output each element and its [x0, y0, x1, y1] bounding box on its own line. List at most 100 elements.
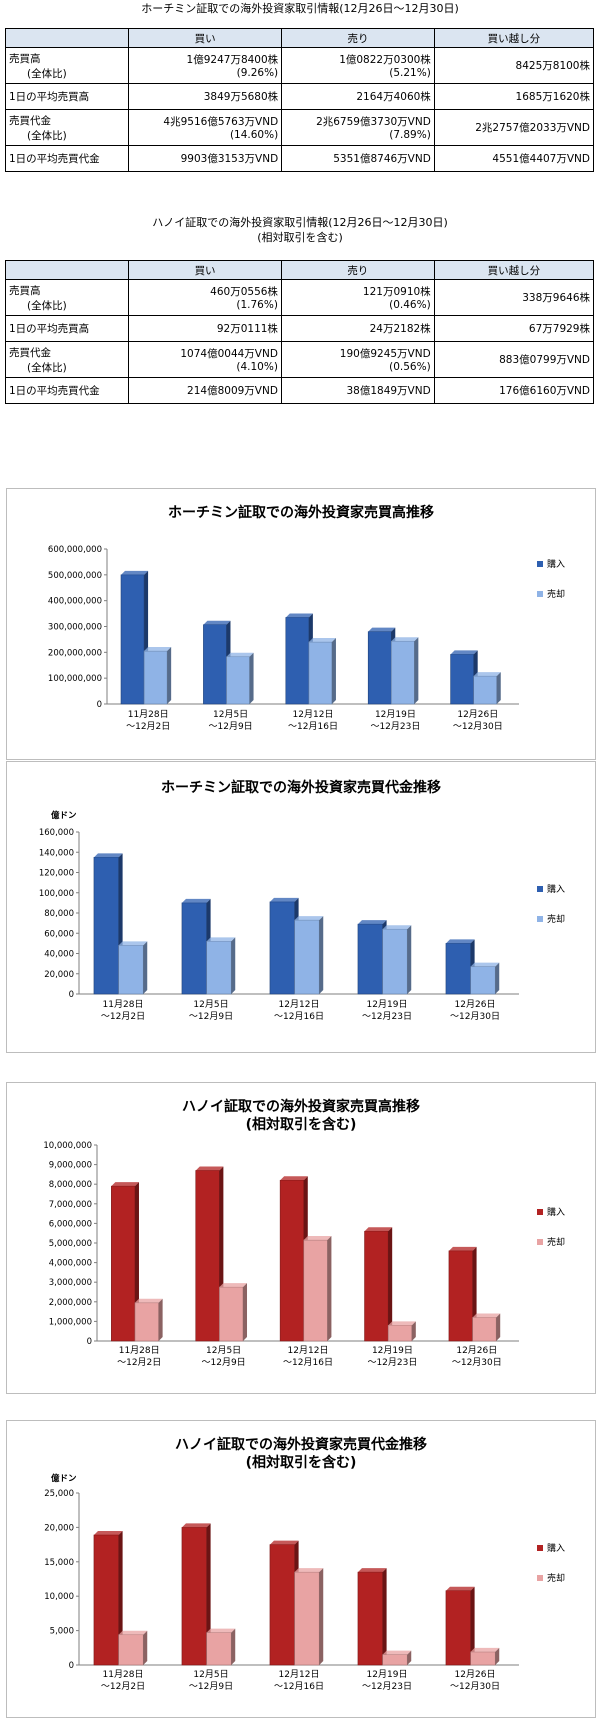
bar-side: [331, 638, 336, 704]
bar-buy: [445, 943, 471, 995]
value-cell-net: 8425万8100株: [433, 47, 595, 84]
bar-buy: [448, 1250, 473, 1342]
x-category-label: ～12月2日: [126, 721, 170, 732]
bar-side: [143, 1630, 148, 1665]
value-cell-net: 338万9646株: [433, 279, 595, 316]
hcm-table-title: ホーチミン証取での海外投資家取引情報(12月26日～12月30日): [141, 2, 459, 15]
bar-buy: [269, 901, 295, 995]
legend-label: 売却: [547, 1236, 565, 1248]
bar-top: [144, 647, 172, 652]
legend-swatch: [537, 591, 543, 597]
row-label: 1日の平均売買代金: [4, 145, 130, 172]
x-category-label: ～12月16日: [288, 721, 338, 732]
x-category-label: ～12月30日: [450, 1681, 500, 1692]
value-cell-net: 4551億4407万VND: [433, 145, 595, 172]
x-category-label: 12月19日: [367, 1669, 408, 1680]
cell-line: 3849万5680株: [203, 91, 279, 103]
y-tick-label: 0: [69, 1661, 74, 1671]
x-category-label: 12月26日: [455, 999, 496, 1010]
y-tick-label: 1,000,000: [49, 1317, 92, 1327]
hanoi-volume-chart-svg: ハノイ証取での海外投資家売買高推移(相対取引を含む) 0 1,000,000 2,00…: [43, 1098, 565, 1368]
cell-line: (0.56%): [389, 361, 431, 373]
y-tick-label: 500,000,000: [48, 571, 102, 581]
bar-top: [93, 1530, 123, 1535]
x-category-label: 12月26日: [455, 1669, 496, 1680]
bar-side: [206, 1523, 211, 1665]
x-category-label: 11月28日: [119, 1345, 160, 1356]
y-tick-label: 160,000: [39, 828, 74, 838]
column-header: 買い: [128, 28, 283, 48]
bar-buy: [357, 1571, 383, 1666]
row-label: 売買代金 (全体比): [4, 109, 130, 146]
bar-top: [357, 1568, 387, 1573]
bar-side: [495, 962, 500, 994]
bar-top: [448, 1246, 477, 1251]
bar-top: [134, 1298, 163, 1303]
bar-sell: [308, 641, 333, 705]
x-category-label: 11月28日: [103, 1669, 144, 1680]
x-category-label: ～12月23日: [367, 1357, 417, 1368]
bar-top: [206, 937, 236, 942]
bar-sell: [206, 1632, 232, 1666]
x-category-label: 12月26日: [456, 1345, 497, 1356]
bar-side: [319, 916, 324, 994]
y-tick-label: 25,000: [44, 1489, 74, 1499]
bar-buy: [181, 902, 207, 995]
y-tick-label: 80,000: [44, 909, 74, 919]
column-header: 買い: [128, 260, 282, 280]
x-category-label: ～12月30日: [453, 721, 503, 732]
row-label: 1日の平均売買高: [4, 83, 130, 110]
y-tick-label: 140,000: [39, 848, 74, 858]
cell-line: (7.89%): [389, 129, 431, 141]
bar-side: [407, 925, 412, 994]
y-tick-label: 400,000,000: [48, 597, 102, 607]
bar-top: [382, 1650, 412, 1655]
value-cell-buy: 1億9247万8400株 (9.26%): [128, 47, 283, 84]
cell-line: (5.21%): [389, 67, 431, 79]
x-category-label: ～12月16日: [274, 1011, 324, 1022]
cell-line: 2兆2757億2033万VND: [475, 122, 590, 134]
row-label: 売買高 (全体比): [4, 279, 130, 316]
cell-line: (0.46%): [389, 299, 431, 311]
value-cell-sell: 1億0822万0300株 (5.21%): [281, 47, 435, 84]
cell-line: 92万0111株: [216, 323, 278, 335]
x-category-label: 12月5日: [206, 1345, 241, 1356]
cell-line: (全体比): [27, 299, 67, 312]
bar-buy: [285, 617, 310, 705]
bar-side: [495, 1647, 500, 1665]
bar-side: [231, 937, 236, 994]
column-header: [4, 28, 130, 48]
hanoi-volume-chart: ハノイ証取での海外投資家売買高推移 (相対取引を含む) 0 1,000,000 2,00…: [6, 1082, 596, 1394]
x-category-label: ～12月9日: [202, 1357, 246, 1368]
cell-line: 売買代金: [9, 346, 51, 359]
bar-top: [111, 1182, 139, 1187]
y-tick-label: 0: [87, 1337, 92, 1347]
cell-line: 1日の平均売買高: [9, 91, 90, 103]
cell-line: 9903億3153万VND: [180, 153, 279, 165]
bar-top: [382, 925, 412, 930]
legend-label: 売却: [547, 1572, 565, 1584]
legend-label: 購入: [547, 1206, 565, 1218]
bar-buy: [93, 1534, 119, 1666]
legend-label: 売却: [547, 588, 565, 600]
bar-top: [280, 1176, 308, 1181]
cell-line: 1億9247万8400株: [186, 54, 279, 66]
column-header: 買い越し分: [433, 28, 595, 48]
bar-top: [294, 916, 324, 921]
cell-line: 24万2182株: [369, 323, 431, 335]
chart-title: ホーチミン証取での海外投資家売買高推移: [168, 504, 434, 521]
y-tick-label: 10,000: [44, 1592, 74, 1602]
y-axis-label: 億ドン: [51, 1473, 77, 1484]
cell-line: 1億0822万0300株: [339, 54, 431, 66]
cell-line: 1日の平均売買高: [9, 323, 90, 335]
bar-top: [121, 570, 149, 575]
x-category-label: 12月12日: [293, 709, 334, 720]
bar-top: [206, 1628, 236, 1633]
cell-line: 1074億0044万VND: [180, 348, 278, 360]
legend-label: 売却: [547, 913, 565, 925]
cell-line: (1.76%): [236, 299, 278, 311]
legend-swatch: [537, 916, 543, 922]
bar-side: [231, 1628, 236, 1665]
cell-line: 883億0799万VND: [499, 354, 590, 366]
